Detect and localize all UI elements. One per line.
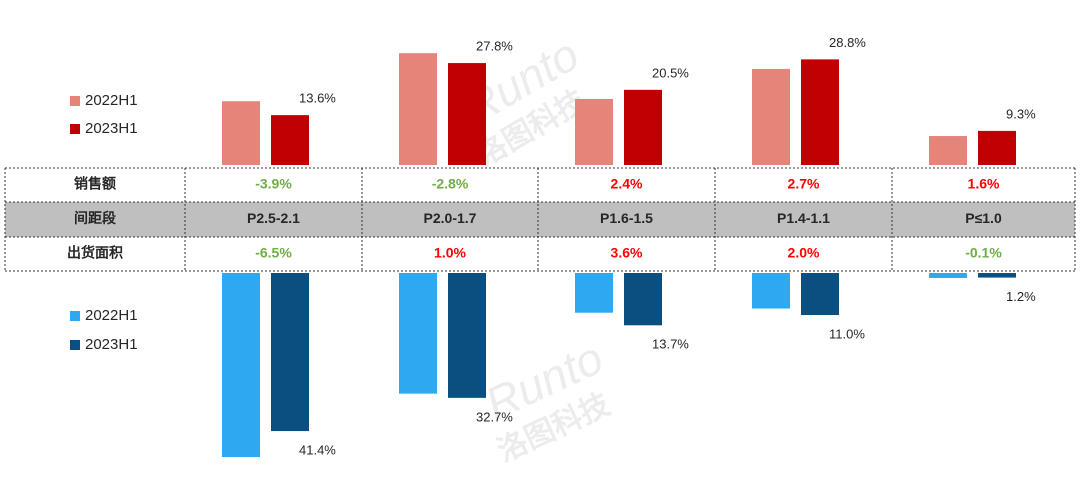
growth-label: 2.0% <box>788 245 820 261</box>
bar <box>399 273 437 394</box>
bar <box>271 273 309 432</box>
row-label: 出货面积 <box>67 245 123 261</box>
growth-label: -3.9% <box>255 176 292 192</box>
legend-label: 2023H1 <box>85 336 138 353</box>
growth-label: 2.4% <box>611 176 643 192</box>
value-label: 9.3% <box>1006 106 1036 121</box>
value-label: 11.0% <box>829 326 865 341</box>
category-label: P1.4-1.1 <box>777 210 830 226</box>
legend-marker <box>70 124 80 134</box>
bar <box>399 53 437 165</box>
legend-marker <box>70 311 80 321</box>
growth-label: 1.0% <box>434 245 466 261</box>
growth-label: -6.5% <box>255 245 292 261</box>
bar <box>448 63 486 165</box>
row-label: 间距段 <box>74 210 116 226</box>
category-label: P≤1.0 <box>965 210 1002 226</box>
value-label: 20.5% <box>652 65 689 80</box>
category-label: P2.5-2.1 <box>247 210 300 226</box>
bar <box>978 273 1016 278</box>
bar <box>222 273 260 458</box>
legend-marker <box>70 96 80 106</box>
legend-marker <box>70 340 80 350</box>
category-label: P1.6-1.5 <box>600 210 653 226</box>
bar <box>624 89 662 165</box>
bar <box>624 273 662 326</box>
growth-label: 3.6% <box>611 245 643 261</box>
growth-label: 2.7% <box>788 176 820 192</box>
bar <box>801 59 839 165</box>
value-label: 13.6% <box>299 91 336 106</box>
value-label: 28.8% <box>829 35 866 50</box>
value-label: 27.8% <box>476 39 513 54</box>
table-band <box>5 202 1075 237</box>
category-label: P2.0-1.7 <box>424 210 477 226</box>
value-label: 13.7% <box>652 337 689 352</box>
growth-label: -0.1% <box>965 245 1002 261</box>
bar <box>448 273 486 398</box>
legend-label: 2022H1 <box>85 307 138 324</box>
bar <box>929 136 967 165</box>
legend-label: 2022H1 <box>85 92 138 109</box>
value-label: 32.7% <box>476 409 513 424</box>
bar <box>978 130 1016 165</box>
bar <box>752 68 790 165</box>
value-label: 41.4% <box>299 443 336 458</box>
legend-label: 2023H1 <box>85 120 138 137</box>
value-label: 1.2% <box>1006 289 1036 304</box>
bar <box>929 273 967 278</box>
growth-label: 1.6% <box>968 176 1000 192</box>
bar <box>575 273 613 313</box>
bar <box>271 115 309 165</box>
bar <box>575 99 613 165</box>
growth-label: -2.8% <box>432 176 469 192</box>
bar <box>752 273 790 309</box>
bar <box>222 101 260 165</box>
row-label: 销售额 <box>74 176 116 192</box>
bar <box>801 273 839 315</box>
